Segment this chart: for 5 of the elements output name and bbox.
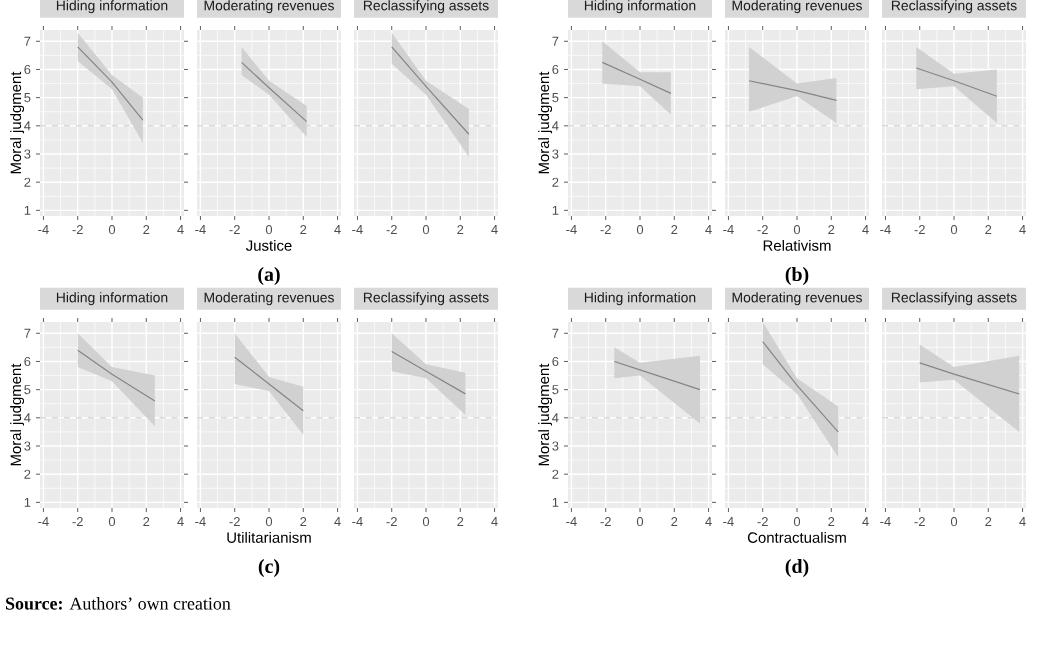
text: Source: Authors’ own creation xyxy=(6,597,231,610)
text: (d) xyxy=(785,559,809,578)
text: (b) xyxy=(785,267,809,286)
text: (c) xyxy=(258,559,280,578)
text: (a) xyxy=(258,267,280,286)
